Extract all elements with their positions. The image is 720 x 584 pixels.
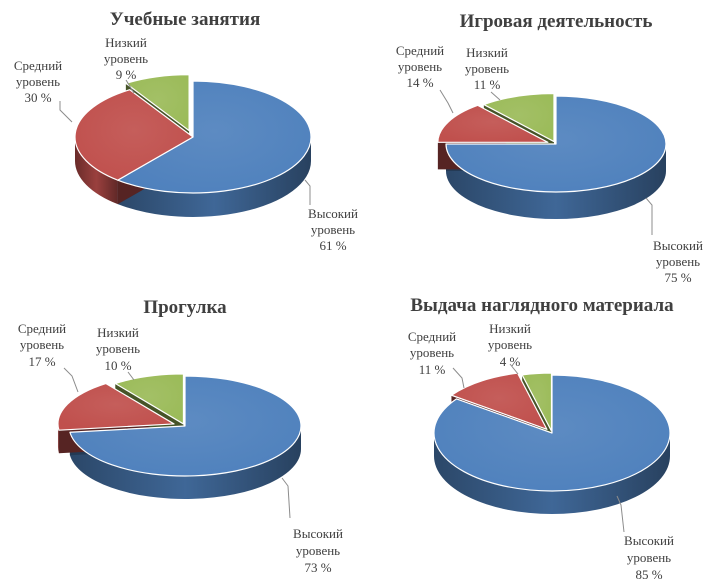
slice-value-label: 85 % — [635, 567, 662, 582]
pie-chart-walk: Прогулка Высокий уровень 73 % Средний ур… — [18, 297, 343, 575]
slice-label-line2: уровень — [465, 61, 509, 76]
slice-label-medium: Средний уровень 14 % — [396, 43, 454, 114]
slice-value-label: 11 % — [419, 362, 446, 377]
slice-value-label: 11 % — [474, 77, 501, 92]
slice-value-label: 73 % — [304, 560, 331, 575]
slice-medium — [74, 89, 194, 181]
chart-title: Выдача наглядного материала — [410, 295, 674, 316]
slice-low — [125, 74, 190, 132]
slice-medium-wall — [57, 423, 59, 454]
slice-medium — [437, 104, 549, 143]
slice-label-low: Низкий уровень 11 % — [465, 45, 509, 101]
slice-value-label: 17 % — [28, 354, 55, 369]
slice-high-wall — [117, 137, 311, 217]
slice-value-label: 75 % — [664, 270, 691, 285]
slice-label-line1: Низкий — [97, 325, 139, 340]
chart-title: Прогулка — [143, 297, 227, 318]
slice-high-wall — [69, 426, 301, 500]
slice-value-label: 61 % — [319, 238, 346, 253]
slice-label-medium: Средний уровень 30 % — [14, 58, 73, 123]
slice-label-low: Низкий уровень 9 % — [104, 35, 148, 94]
slice-label-line1: Низкий — [489, 321, 531, 336]
slice-value-label: 14 % — [406, 75, 433, 90]
slice-label-line2: уровень — [104, 51, 148, 66]
slice-label-medium: Средний уровень 17 % — [18, 321, 79, 393]
slice-label-line1: Низкий — [105, 35, 147, 50]
slice-label-medium: Средний уровень 11 % — [408, 329, 465, 389]
slice-value-label: 10 % — [104, 358, 131, 373]
slice-label-line2: уровень — [656, 254, 700, 269]
slice-label-line1: Средний — [14, 58, 62, 73]
slice-label-line1: Высокий — [308, 206, 358, 221]
slice-medium — [57, 382, 175, 431]
slice-label-line1: Средний — [18, 321, 66, 336]
slice-label-high: Высокий уровень 61 % — [304, 179, 358, 253]
slice-label-high: Высокий уровень 85 % — [616, 495, 674, 582]
slice-label-line2: уровень — [627, 550, 671, 565]
pie-chart-study-lessons: Учебные занятия Высокий уровень 61 % Сре… — [14, 9, 358, 253]
slice-label-low: Низкий уровень 10 % — [96, 325, 140, 381]
slice-label-line2: уровень — [16, 74, 60, 89]
slice-label-line2: уровень — [96, 341, 140, 356]
chart-title: Учебные занятия — [110, 9, 260, 30]
slice-label-line1: Средний — [396, 43, 444, 58]
slice-label-line1: Высокий — [624, 533, 674, 548]
slice-label-line1: Низкий — [466, 45, 508, 60]
chart-title: Игровая деятельность — [460, 11, 653, 32]
slice-medium — [450, 372, 548, 430]
slice-value-label: 4 % — [500, 354, 521, 369]
slice-label-line2: уровень — [488, 337, 532, 352]
slice-label-line2: уровень — [398, 59, 442, 74]
slice-label-line1: Высокий — [293, 526, 343, 541]
slice-label-line1: Высокий — [653, 238, 703, 253]
pie-chart-play-activity: Игровая деятельность Высокий уровень 75 … — [396, 11, 703, 285]
slice-label-line2: уровень — [20, 337, 64, 352]
slice-medium-wall — [75, 137, 118, 205]
slice-high — [117, 80, 312, 194]
slice-label-line2: уровень — [410, 345, 454, 360]
slice-high — [433, 374, 671, 492]
slice-label-low: Низкий уровень 4 % — [488, 321, 532, 375]
slice-high — [445, 95, 667, 193]
slice-label-high: Высокий уровень 75 % — [645, 197, 703, 285]
slice-value-label: 30 % — [24, 90, 51, 105]
slice-low — [114, 373, 185, 425]
slice-high-wall — [446, 144, 666, 219]
slice-low — [521, 372, 553, 432]
slice-high-wall — [434, 433, 670, 514]
slice-high — [69, 375, 302, 477]
pie-chart-visual-materials: Выдача наглядного материала Высокий уров… — [408, 295, 674, 582]
slice-label-line2: уровень — [311, 222, 355, 237]
slice-label-high: Высокий уровень 73 % — [281, 477, 343, 575]
slice-low — [483, 92, 555, 143]
slice-value-label: 9 % — [116, 67, 137, 82]
slice-label-line1: Средний — [408, 329, 456, 344]
slice-label-line2: уровень — [296, 543, 340, 558]
